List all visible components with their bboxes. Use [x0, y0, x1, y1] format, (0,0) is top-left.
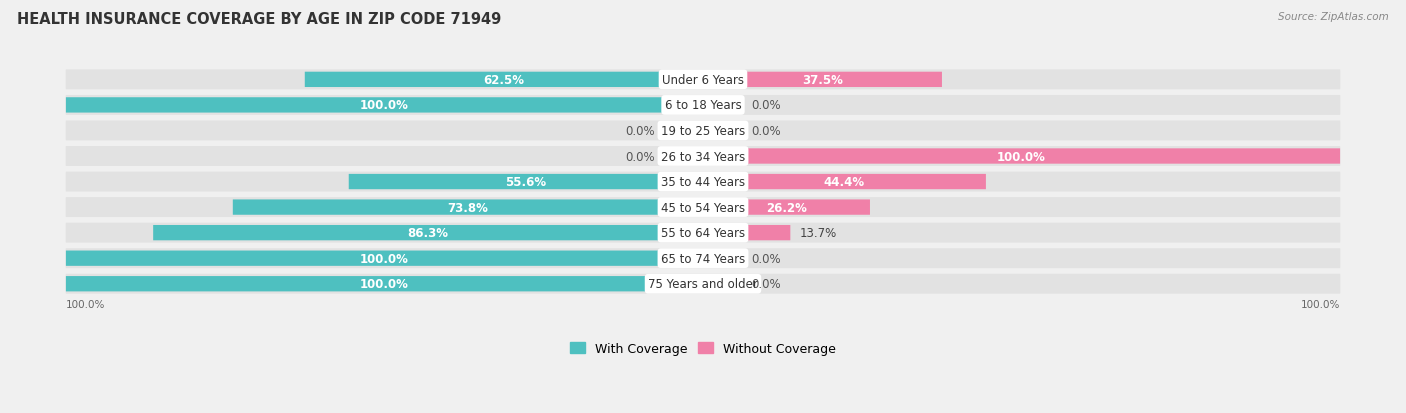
FancyBboxPatch shape — [665, 200, 703, 215]
FancyBboxPatch shape — [703, 73, 942, 88]
FancyBboxPatch shape — [349, 174, 703, 190]
FancyBboxPatch shape — [665, 149, 703, 164]
Text: 62.5%: 62.5% — [484, 74, 524, 87]
FancyBboxPatch shape — [233, 200, 703, 215]
Text: 0.0%: 0.0% — [751, 252, 780, 265]
FancyBboxPatch shape — [66, 276, 703, 292]
FancyBboxPatch shape — [66, 274, 1340, 294]
FancyBboxPatch shape — [305, 73, 703, 88]
FancyBboxPatch shape — [66, 121, 1340, 141]
FancyBboxPatch shape — [66, 249, 1340, 268]
FancyBboxPatch shape — [703, 98, 741, 113]
FancyBboxPatch shape — [703, 200, 870, 215]
Text: 0.0%: 0.0% — [626, 125, 655, 138]
FancyBboxPatch shape — [66, 172, 1340, 192]
Text: 65 to 74 Years: 65 to 74 Years — [661, 252, 745, 265]
FancyBboxPatch shape — [703, 149, 741, 164]
FancyBboxPatch shape — [66, 96, 1340, 116]
FancyBboxPatch shape — [703, 251, 741, 266]
Text: 73.8%: 73.8% — [447, 201, 488, 214]
FancyBboxPatch shape — [703, 174, 986, 190]
Text: 6 to 18 Years: 6 to 18 Years — [665, 99, 741, 112]
FancyBboxPatch shape — [665, 98, 703, 113]
FancyBboxPatch shape — [703, 225, 741, 241]
Text: 0.0%: 0.0% — [751, 278, 780, 290]
Text: 55 to 64 Years: 55 to 64 Years — [661, 227, 745, 240]
Text: 75 Years and older: 75 Years and older — [648, 278, 758, 290]
FancyBboxPatch shape — [66, 98, 703, 113]
Text: 55.6%: 55.6% — [505, 176, 547, 189]
Text: 100.0%: 100.0% — [360, 278, 409, 290]
Text: 45 to 54 Years: 45 to 54 Years — [661, 201, 745, 214]
Text: 13.7%: 13.7% — [800, 227, 837, 240]
Text: 100.0%: 100.0% — [997, 150, 1046, 163]
FancyBboxPatch shape — [703, 276, 741, 292]
Text: 86.3%: 86.3% — [408, 227, 449, 240]
FancyBboxPatch shape — [703, 123, 741, 139]
Text: HEALTH INSURANCE COVERAGE BY AGE IN ZIP CODE 71949: HEALTH INSURANCE COVERAGE BY AGE IN ZIP … — [17, 12, 501, 27]
FancyBboxPatch shape — [703, 174, 741, 190]
FancyBboxPatch shape — [66, 147, 1340, 166]
Text: 35 to 44 Years: 35 to 44 Years — [661, 176, 745, 189]
Text: Under 6 Years: Under 6 Years — [662, 74, 744, 87]
Text: 100.0%: 100.0% — [66, 299, 105, 309]
Text: 100.0%: 100.0% — [360, 252, 409, 265]
Text: 19 to 25 Years: 19 to 25 Years — [661, 125, 745, 138]
FancyBboxPatch shape — [703, 200, 741, 215]
Legend: With Coverage, Without Coverage: With Coverage, Without Coverage — [565, 337, 841, 360]
Text: 44.4%: 44.4% — [824, 176, 865, 189]
FancyBboxPatch shape — [703, 149, 1340, 164]
FancyBboxPatch shape — [665, 225, 703, 241]
Text: 0.0%: 0.0% — [751, 99, 780, 112]
FancyBboxPatch shape — [665, 73, 703, 88]
FancyBboxPatch shape — [665, 251, 703, 266]
FancyBboxPatch shape — [66, 251, 703, 266]
FancyBboxPatch shape — [66, 198, 1340, 218]
FancyBboxPatch shape — [665, 174, 703, 190]
Text: 26 to 34 Years: 26 to 34 Years — [661, 150, 745, 163]
FancyBboxPatch shape — [665, 276, 703, 292]
Text: Source: ZipAtlas.com: Source: ZipAtlas.com — [1278, 12, 1389, 22]
FancyBboxPatch shape — [66, 223, 1340, 243]
FancyBboxPatch shape — [665, 123, 703, 139]
FancyBboxPatch shape — [703, 225, 790, 241]
FancyBboxPatch shape — [66, 70, 1340, 90]
Text: 26.2%: 26.2% — [766, 201, 807, 214]
Text: 37.5%: 37.5% — [801, 74, 842, 87]
FancyBboxPatch shape — [153, 225, 703, 241]
Text: 0.0%: 0.0% — [751, 125, 780, 138]
Text: 100.0%: 100.0% — [360, 99, 409, 112]
Text: 100.0%: 100.0% — [1301, 299, 1340, 309]
Text: 0.0%: 0.0% — [626, 150, 655, 163]
FancyBboxPatch shape — [703, 73, 741, 88]
